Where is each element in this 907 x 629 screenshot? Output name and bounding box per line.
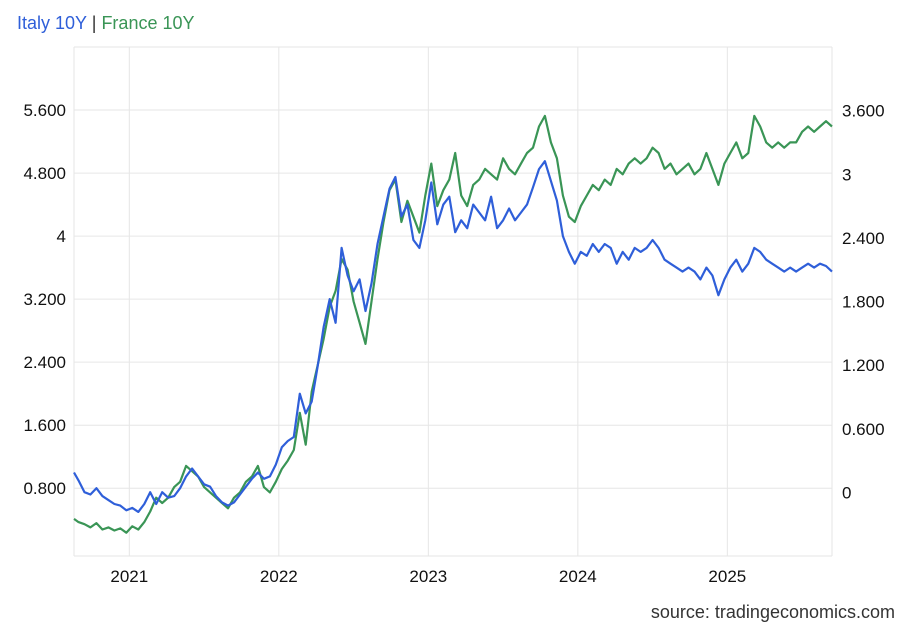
x-tick-label: 2023 [409, 567, 447, 586]
x-tick-label: 2021 [110, 567, 148, 586]
y-right-tick-label: 3.600 [842, 102, 885, 121]
y-axis-right-labels: 0 0.600 1.200 1.800 2.400 3 3.600 [842, 102, 885, 503]
y-left-tick-label: 0.800 [23, 479, 66, 498]
y-right-tick-label: 3 [842, 165, 851, 184]
source-note: source: tradingeconomics.com [650, 602, 895, 622]
x-tick-label: 2024 [559, 567, 597, 586]
chart-legend: Italy 10Y | France 10Y [17, 13, 195, 34]
x-axis-labels: 2021 2022 2023 2024 2025 [110, 567, 746, 586]
x-tick-label: 2025 [708, 567, 746, 586]
y-left-tick-label: 4 [57, 227, 66, 246]
legend-separator: | [91, 13, 97, 33]
legend-italy[interactable]: Italy 10Y [17, 13, 87, 33]
y-left-tick-label: 3.200 [23, 290, 66, 309]
france-10y-line[interactable] [73, 114, 833, 534]
series-lines [73, 114, 833, 534]
y-left-tick-label: 4.800 [23, 164, 66, 183]
gridlines [73, 46, 833, 557]
y-left-tick-label: 5.600 [23, 101, 66, 120]
y-right-tick-label: 0.600 [842, 420, 885, 439]
x-tick-label: 2022 [260, 567, 298, 586]
y-left-tick-label: 1.600 [23, 416, 66, 435]
y-right-tick-label: 1.800 [842, 293, 885, 312]
italy-10y-line[interactable] [73, 160, 833, 513]
y-right-tick-label: 2.400 [842, 229, 885, 248]
y-right-tick-label: 1.200 [842, 356, 885, 375]
y-left-tick-label: 2.400 [23, 353, 66, 372]
y-right-tick-label: 0 [842, 483, 851, 502]
legend-france[interactable]: France 10Y [101, 13, 195, 33]
y-axis-left-labels: 0.800 1.600 2.400 3.200 4 4.800 5.600 [23, 101, 66, 498]
